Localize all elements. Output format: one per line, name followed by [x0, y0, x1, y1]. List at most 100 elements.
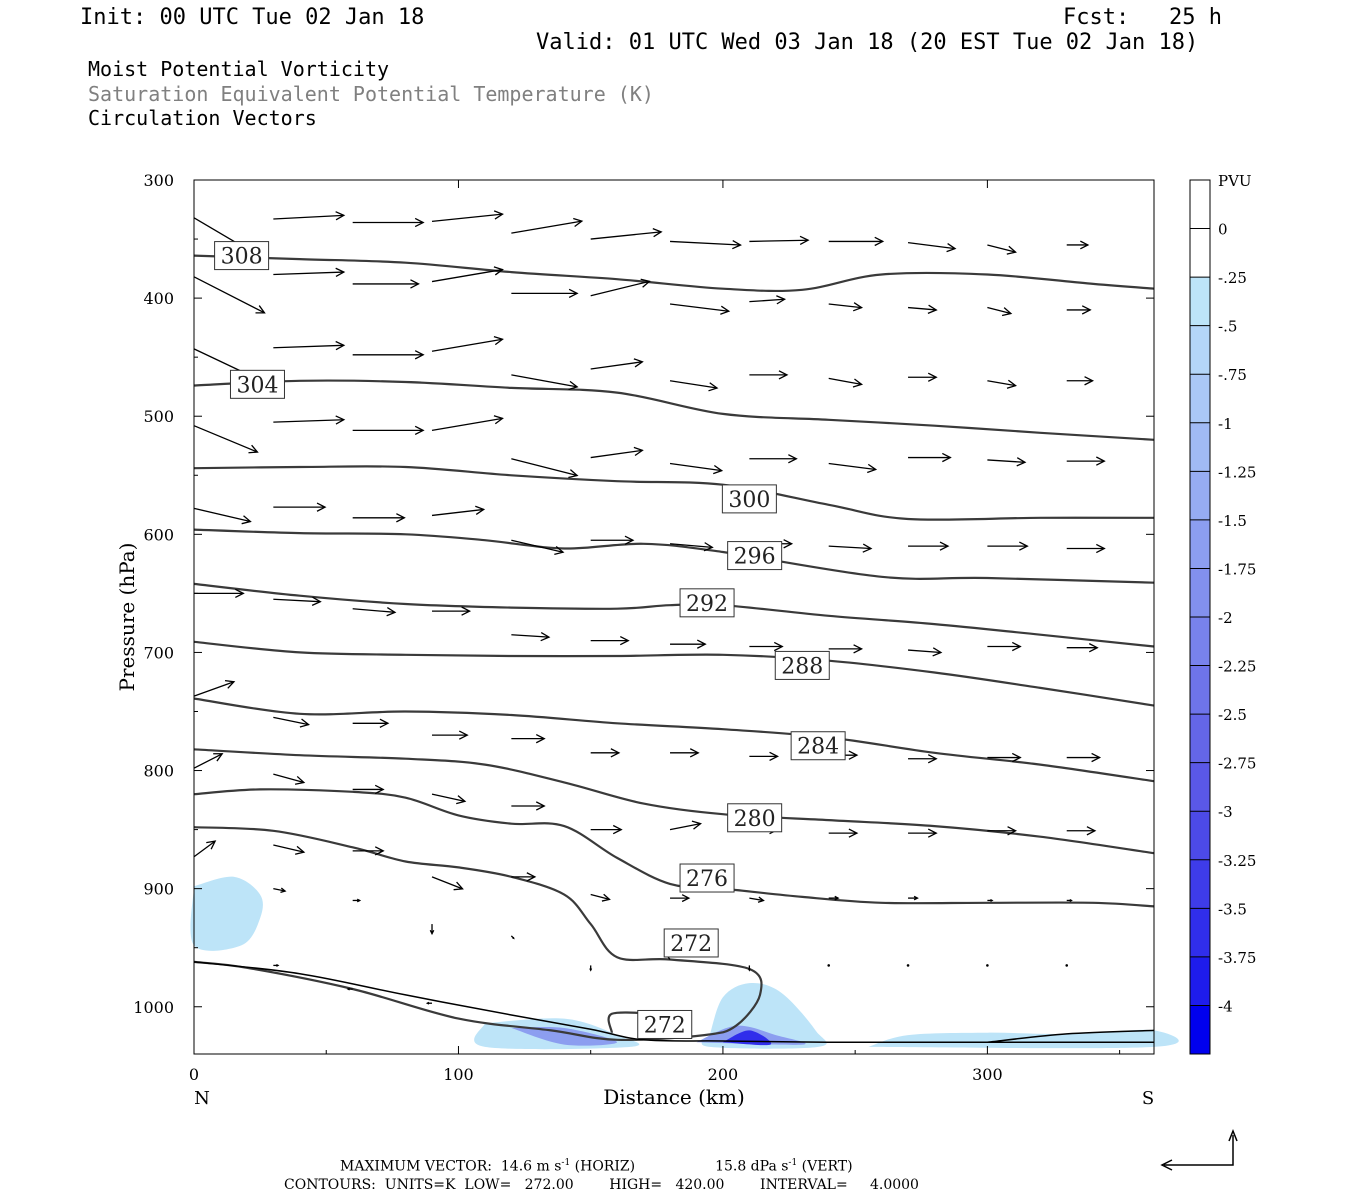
vector-head	[294, 845, 306, 855]
vector-arrow	[511, 539, 565, 556]
vector-shaft	[749, 298, 785, 303]
contour-label-box	[790, 731, 846, 761]
vector-arrow	[749, 295, 787, 305]
vector-arrow	[590, 446, 644, 459]
vector-head	[640, 278, 651, 288]
colorbar-segment	[1190, 325, 1210, 375]
vector-head	[573, 217, 584, 228]
vector-shaft	[431, 793, 466, 802]
field-title-theta: Saturation Equivalent Potential Temperat…	[88, 82, 654, 106]
pv-region	[511, 1026, 618, 1046]
vector-arrow	[273, 415, 346, 425]
colorbar-segment	[1190, 568, 1210, 618]
vector-shaft	[669, 462, 722, 472]
vector-arrow	[669, 380, 719, 392]
colorbar-segment	[1190, 422, 1210, 472]
vector-arrow	[352, 718, 390, 728]
colorbar-segment	[1190, 374, 1210, 424]
vector-head	[248, 444, 259, 454]
vector-head	[720, 305, 731, 315]
vector-shaft	[273, 344, 344, 349]
vector-shaft	[669, 822, 701, 831]
y-axis-title: Pressure (hPa)	[115, 543, 139, 692]
vector-arrow	[431, 876, 464, 891]
vector-arrow	[352, 350, 425, 360]
vector-shaft	[193, 425, 258, 453]
vector-arrow	[749, 641, 784, 652]
vector-head	[1084, 376, 1095, 386]
vector-arrow	[273, 963, 280, 967]
vector-arrow	[352, 425, 425, 436]
vector-shaft	[749, 897, 764, 902]
vector-shaft	[193, 507, 251, 523]
colorbar-tick-label: -1.25	[1218, 463, 1256, 481]
contour-label: 288	[781, 654, 823, 679]
vector-head	[206, 840, 217, 850]
y-tick-label: 400	[143, 289, 174, 308]
vector-arrow	[431, 335, 504, 352]
vector-arrow	[589, 965, 593, 972]
vector-head	[414, 350, 425, 360]
vector-head	[990, 899, 994, 902]
colorbar-segment	[1190, 519, 1210, 569]
contour-line	[193, 748, 1155, 855]
vector-shaft	[987, 380, 1016, 387]
vector-shaft	[273, 214, 344, 220]
vector-arrow	[906, 964, 910, 967]
vector-shaft	[908, 649, 941, 654]
vector-arrow	[907, 304, 938, 314]
terrain-line	[193, 961, 1154, 1044]
x-tick-label: 300	[972, 1065, 1003, 1084]
vector-head	[1011, 752, 1022, 763]
vector-arrow	[273, 887, 287, 893]
vector-head	[874, 236, 885, 247]
vector-arrow	[273, 596, 322, 606]
vector-head	[1091, 752, 1102, 763]
vector-head	[1019, 541, 1029, 551]
colorbar-segment	[1190, 762, 1210, 812]
vector-arrow	[193, 425, 259, 454]
contour-label: 292	[686, 592, 728, 617]
vector-head	[696, 639, 707, 649]
vector-head	[942, 452, 952, 463]
vector-shaft	[511, 220, 582, 234]
vector-head	[689, 748, 700, 758]
contour-label-box	[663, 928, 719, 958]
vector-arrow	[907, 241, 957, 253]
colorbar-tick-label: -.5	[1218, 318, 1237, 336]
max-vector-line: MAXIMUM VECTOR: 14.6 m s-1 (HORIZ) 15.8 d…	[340, 1158, 853, 1175]
unit-exponent: -1	[788, 1158, 798, 1168]
colorbar-tick-label: -4	[1218, 997, 1233, 1015]
vector-head	[624, 535, 635, 545]
vector-head	[425, 1001, 430, 1005]
vector-shaft	[828, 303, 862, 309]
reference-vector-icon	[1160, 1128, 1238, 1171]
vector-shaft	[431, 213, 503, 222]
vector-head	[1069, 899, 1073, 902]
vector-shaft	[590, 361, 643, 370]
colorbar-tick-label: -3.25	[1218, 852, 1256, 870]
contour-label-box	[214, 241, 270, 271]
vector-head	[1096, 543, 1106, 554]
vector-head	[299, 718, 310, 728]
colorbar-tick-label: 0	[1218, 221, 1228, 239]
y-tick-label: 900	[143, 880, 174, 899]
vector-head	[276, 963, 280, 967]
vector-head	[927, 372, 938, 382]
vector-head	[535, 801, 546, 811]
vector-head	[927, 754, 938, 764]
vector-arrow	[749, 235, 810, 246]
vector-shaft	[431, 338, 503, 352]
vector-head	[280, 887, 287, 893]
vector-head	[852, 302, 864, 312]
vector-head	[374, 846, 385, 856]
vector-arrow	[908, 647, 943, 657]
vector-head	[568, 380, 579, 391]
vector-arrow	[828, 377, 864, 388]
vector-arrow	[908, 372, 938, 382]
vector-head	[713, 464, 724, 475]
vector-arrow	[747, 965, 751, 972]
vector-head	[633, 446, 644, 457]
contour-line	[193, 254, 1155, 293]
colorbar-tick-label: -3.75	[1218, 949, 1256, 967]
